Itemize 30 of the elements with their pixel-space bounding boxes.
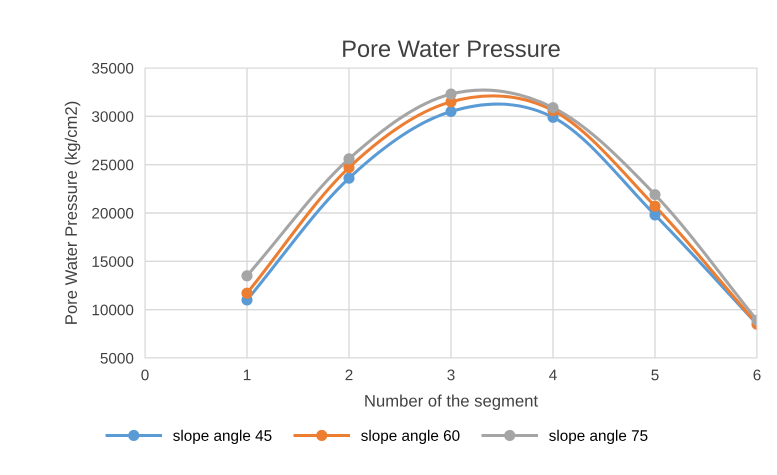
point (649, 189, 661, 200)
y-tick-label: 15000 (92, 256, 134, 268)
y-axis-title: Pore Water Pressure (kg/cm2) (64, 102, 80, 324)
legend-label: slope angle 45 (173, 430, 272, 444)
point (343, 172, 355, 184)
x-tick-label: 0 (141, 370, 149, 380)
y-tick-label: 5000 (100, 352, 134, 364)
y-tick-label: 20000 (92, 208, 134, 219)
x-tick-label: 1 (244, 370, 251, 380)
x-tick-label: 4 (549, 370, 557, 380)
point (445, 106, 457, 118)
point (547, 102, 559, 114)
point (649, 209, 661, 220)
point (241, 270, 253, 282)
x-tick-label: 2 (346, 370, 352, 380)
legend-label: slope angle 75 (549, 430, 648, 444)
point (445, 88, 457, 100)
x-tick-label: 5 (651, 370, 659, 380)
chart-title: Pore Water Pressure (343, 40, 560, 58)
y-tick-label: 25000 (92, 160, 134, 170)
point (241, 288, 253, 299)
x-axis-title: Number of the segment (365, 394, 538, 410)
x-tick-label: 3 (447, 370, 455, 380)
y-tick-label: 30000 (92, 111, 134, 122)
y-tick-label: 10000 (92, 304, 134, 316)
y-tick-label: 35000 (92, 62, 134, 74)
point (649, 200, 661, 212)
point (343, 153, 355, 164)
x-tick-label: 6 (754, 370, 761, 380)
legend-label: slope angle 60 (361, 430, 460, 444)
